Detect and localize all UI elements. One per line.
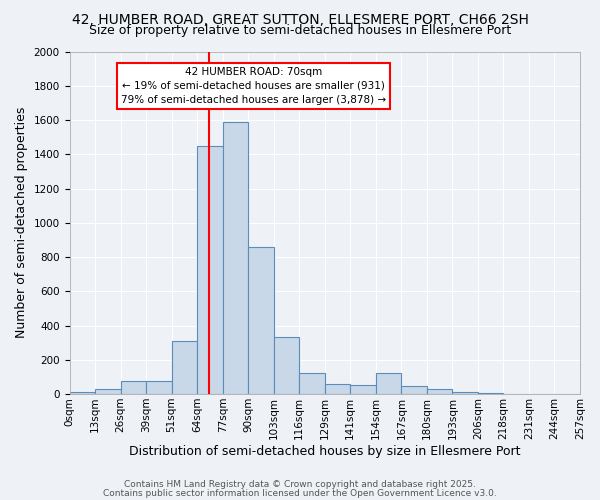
Bar [350,386,376,394]
Bar [401,386,427,394]
Bar [299,372,325,394]
X-axis label: Distribution of semi-detached houses by size in Ellesmere Port: Distribution of semi-detached houses by … [129,444,521,458]
Text: Contains public sector information licensed under the Open Government Licence v3: Contains public sector information licen… [103,489,497,498]
Bar [248,246,274,394]
Text: 42 HUMBER ROAD: 70sqm
← 19% of semi-detached houses are smaller (931)
79% of sem: 42 HUMBER ROAD: 70sqm ← 19% of semi-deta… [121,67,386,105]
Text: 42, HUMBER ROAD, GREAT SUTTON, ELLESMERE PORT, CH66 2SH: 42, HUMBER ROAD, GREAT SUTTON, ELLESMERE… [71,12,529,26]
Bar [95,389,121,394]
Bar [223,122,248,394]
Bar [197,146,223,394]
Text: Size of property relative to semi-detached houses in Ellesmere Port: Size of property relative to semi-detach… [89,24,511,37]
Bar [452,392,478,394]
Bar [146,381,172,394]
Y-axis label: Number of semi-detached properties: Number of semi-detached properties [15,107,28,338]
Bar [478,393,503,394]
Bar [427,389,452,394]
Bar [274,336,299,394]
Bar [376,374,401,394]
Bar [325,384,350,394]
Bar [121,381,146,394]
Bar [172,341,197,394]
Bar [70,392,95,394]
Text: Contains HM Land Registry data © Crown copyright and database right 2025.: Contains HM Land Registry data © Crown c… [124,480,476,489]
